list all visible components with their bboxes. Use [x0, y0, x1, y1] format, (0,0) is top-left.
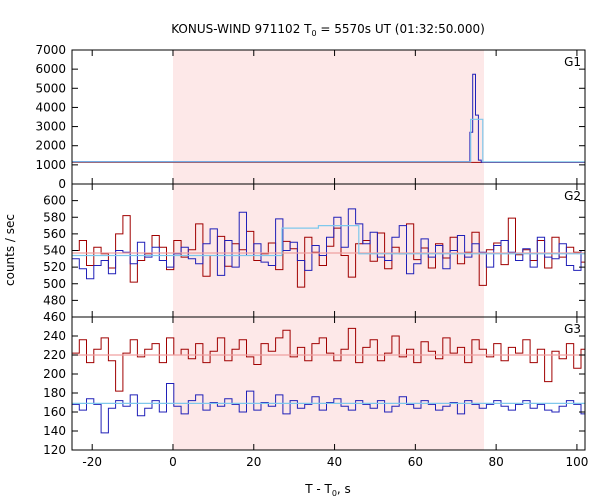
panel-g2-ytick-label: 480	[43, 293, 66, 307]
x-axis-label-sub: 0	[332, 489, 337, 498]
panel-g3-ytick-label: 220	[43, 348, 66, 362]
panel-g1-label: G1	[564, 55, 581, 69]
chart-title-suffix: = 5570s UT (01:32:50.000)	[317, 22, 485, 36]
panel-g3-ytick-label: 180	[43, 386, 66, 400]
x-axis-label-prefix: T - T	[304, 482, 332, 496]
panel-g2-ytick-label: 600	[43, 194, 66, 208]
chart-title: KONUS-WIND 971102 T0 = 5570s UT (01:32:5…	[171, 22, 485, 38]
panel-g2-ytick-label: 540	[43, 244, 66, 258]
panel-g1-series-cyan-2	[72, 118, 585, 163]
x-tick-label: 40	[327, 455, 342, 469]
panel-g1-shaded-interval	[172, 50, 485, 184]
chart-title-prefix: KONUS-WIND 971102 T	[171, 22, 312, 36]
panel-g2-shaded-interval	[172, 184, 485, 317]
panel-g3-ytick-label: 200	[43, 367, 66, 381]
chart-panels: 01000200030004000500060007000G1460480500…	[35, 43, 588, 469]
panel-g3-ytick-label: 120	[43, 443, 66, 457]
panel-g2-ytick-label: 580	[43, 210, 66, 224]
panel-g3-series-blue-1	[72, 383, 586, 434]
panel-g2-ytick-label: 560	[43, 227, 66, 241]
panel-g1-ytick-label: 7000	[35, 43, 66, 57]
panel-g3-ytick-label: 240	[43, 329, 66, 343]
panel-g1-ytick-label: 5000	[35, 81, 66, 95]
panel-g1-ytick-label: 4000	[35, 100, 66, 114]
panel-g2-series-cyan-3	[72, 225, 585, 257]
panel-g2-series-red-0	[72, 215, 586, 288]
y-axis-label: counts / sec	[3, 214, 17, 286]
panel-g1-ytick-label: 1000	[35, 158, 66, 172]
panel-g3-ytick-label: 160	[43, 405, 66, 419]
panel-g1-ytick-label: 3000	[35, 120, 66, 134]
x-axis-label-suffix: , s	[337, 482, 351, 496]
panel-g3-label: G3	[564, 322, 581, 336]
panel-g2-label: G2	[564, 189, 581, 203]
x-tick-label: 60	[408, 455, 423, 469]
panel-g2-ytick-label: 520	[43, 260, 66, 274]
panel-g3-series-red-0	[72, 327, 586, 392]
x-tick-label: 80	[488, 455, 503, 469]
panel-g3-ytick-label: 140	[43, 424, 66, 438]
panel-g1-ytick-label: 0	[58, 177, 66, 191]
x-tick-label: 0	[169, 455, 177, 469]
panel-g3-frame	[71, 316, 586, 451]
x-tick-label: 20	[246, 455, 261, 469]
x-tick-label: -20	[82, 455, 102, 469]
panel-g1-series-blue-1	[72, 73, 585, 163]
panel-g1-ytick-label: 2000	[35, 139, 66, 153]
panel-g2-ytick-label: 460	[43, 310, 66, 324]
panel-g3-shaded-interval	[172, 317, 485, 450]
panel-g2-ytick-label: 500	[43, 277, 66, 291]
x-axis-label: T - T0, s	[304, 482, 351, 498]
x-tick-label: 100	[565, 455, 588, 469]
chart-title-sub: 0	[311, 29, 316, 38]
panel-g1-ytick-label: 6000	[35, 62, 66, 76]
